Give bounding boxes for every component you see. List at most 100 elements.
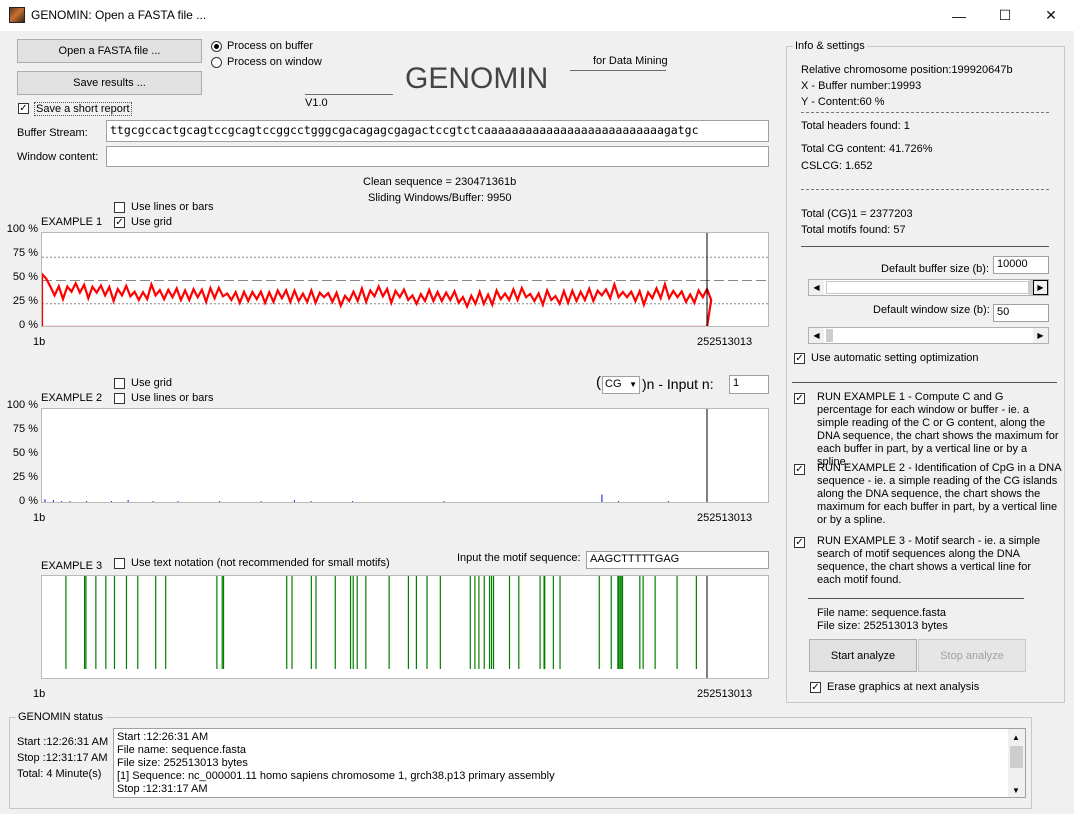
divider	[801, 189, 1049, 190]
ex1-x-end: 252513013	[697, 336, 753, 348]
window-content-field[interactable]	[106, 146, 769, 167]
total-headers-label: Total headers found: 1	[801, 120, 910, 132]
ex2-ytick: 75 %	[12, 423, 38, 435]
ex2-x-end: 252513013	[697, 512, 753, 524]
ex3-use-text-checkbox[interactable]	[114, 558, 125, 569]
buffer-stream-field[interactable]: ttgcgccactgcagtccgcagtccggcctgggcgacagag…	[106, 120, 769, 142]
ex2-use-lines-checkbox[interactable]	[114, 393, 125, 404]
window-size-slider[interactable]: ◀ ▶	[808, 327, 1049, 344]
slider-thumb[interactable]	[1029, 280, 1034, 295]
title-bar	[0, 0, 1074, 31]
logo-line-right	[570, 70, 666, 71]
minimize-button[interactable]: —	[952, 7, 966, 24]
ex2-x-start: 1b	[33, 512, 46, 524]
ex2-title: EXAMPLE 2	[41, 392, 103, 404]
ex3-x-end: 252513013	[697, 688, 753, 700]
example3-chart	[41, 575, 769, 679]
window-size-field[interactable]: 50	[993, 304, 1049, 322]
auto-optimization-checkbox[interactable]: ✓	[794, 352, 805, 364]
status-total: Total: 4 Minute(s)	[17, 768, 102, 780]
close-button[interactable]: ✕	[1045, 7, 1057, 23]
window-title: GENOMIN: Open a FASTA file ...	[31, 8, 207, 22]
ex1-x-start: 1b	[33, 336, 46, 348]
ex2-ytick: 50 %	[12, 447, 38, 459]
divider	[792, 382, 1057, 383]
scroll-right-icon[interactable]: ▶	[1033, 328, 1048, 343]
run-example2-checkbox[interactable]: ✓	[794, 463, 805, 475]
process-window-radio[interactable]	[211, 57, 222, 68]
log-line: File size: 252513013 bytes	[117, 757, 248, 769]
status-log[interactable]: Start :12:26:31 AM File name: sequence.f…	[113, 728, 1026, 798]
y-content-label: Y - Content:60 %	[801, 96, 885, 108]
total-cg-label: Total CG content: 41.726%	[801, 143, 933, 155]
ex1-ytick: 100 %	[6, 223, 38, 235]
log-line: Stop :12:31:17 AM	[117, 783, 208, 795]
auto-optimization-label: Use automatic setting optimization	[811, 352, 979, 364]
scroll-left-icon[interactable]: ◀	[809, 328, 824, 343]
log-scrollbar[interactable]: ▲ ▼	[1008, 729, 1025, 797]
example1-chart	[41, 232, 769, 327]
motif-suffix-label: )n - Input n:	[642, 376, 714, 392]
log-line: Start :12:26:31 AM	[117, 731, 209, 743]
status-start: Start :12:26:31 AM	[17, 736, 109, 748]
start-analyze-button[interactable]: Start analyze	[809, 639, 917, 672]
buffer-size-slider[interactable]: ◀ ▶	[808, 279, 1049, 296]
ex1-ytick: 75 %	[12, 247, 38, 259]
maximize-button[interactable]: ☐	[998, 7, 1012, 23]
ex3-use-text-label: Use text notation (not recommended for s…	[131, 557, 390, 569]
buffer-size-field[interactable]: 10000	[993, 256, 1049, 274]
log-line: File name: sequence.fasta	[117, 744, 247, 756]
slider-thumb[interactable]	[826, 329, 833, 342]
scroll-up-icon[interactable]: ▲	[1012, 733, 1020, 742]
motif-select[interactable]: CG ▼	[602, 376, 640, 394]
ex1-title: EXAMPLE 1	[41, 216, 103, 228]
app-icon	[9, 7, 25, 23]
save-results-button[interactable]: Save results ...	[17, 71, 202, 95]
ex2-ytick: 0 %	[19, 495, 38, 507]
open-fasta-button[interactable]: Open a FASTA file ...	[17, 39, 202, 63]
ex2-use-lines-label: Use lines or bars	[131, 392, 214, 404]
run-example3-checkbox[interactable]: ✓	[794, 536, 805, 548]
run-example1-checkbox[interactable]: ✓	[794, 392, 805, 404]
run-example2-label: RUN EXAMPLE 2 - Identification of CpG in…	[817, 462, 1061, 526]
scroll-down-icon[interactable]: ▼	[1012, 786, 1020, 795]
info-settings-group	[786, 46, 1065, 703]
divider	[808, 598, 1024, 599]
process-buffer-radio[interactable]	[211, 41, 222, 52]
input-n-field[interactable]: 1	[729, 375, 769, 394]
ex1-use-lines-checkbox[interactable]	[114, 202, 125, 213]
clean-sequence-label: Clean sequence = 230471361b	[363, 176, 517, 188]
ex2-use-grid-label: Use grid	[131, 377, 172, 389]
buffer-number-label: X - Buffer number:19993	[801, 80, 922, 92]
status-group	[9, 717, 1032, 809]
ex1-series-line	[42, 272, 713, 326]
stop-analyze-button[interactable]: Stop analyze	[918, 639, 1026, 672]
slider-track[interactable]	[826, 281, 1029, 294]
example2-chart	[41, 408, 769, 503]
logo-tagline: for Data Mining	[593, 55, 668, 67]
erase-graphics-label: Erase graphics at next analysis	[827, 681, 980, 693]
relative-position-label: Relative chromosome position:199920647b	[801, 64, 1013, 76]
run-example3-label: RUN EXAMPLE 3 - Motif search - ie. a sim…	[817, 535, 1041, 586]
ex2-use-grid-checkbox[interactable]	[114, 378, 125, 389]
short-report-checkbox[interactable]: ✓	[18, 102, 29, 114]
total-motifs-label: Total motifs found: 57	[801, 224, 906, 236]
scroll-thumb[interactable]	[1010, 746, 1023, 768]
ex1-use-grid-label: Use grid	[131, 216, 172, 228]
ex3-title: EXAMPLE 3	[41, 560, 103, 572]
ex1-use-grid-checkbox[interactable]: ✓	[114, 216, 125, 228]
ex1-ytick: 25 %	[12, 295, 38, 307]
erase-graphics-checkbox[interactable]: ✓	[810, 681, 821, 693]
scroll-right-icon[interactable]: ▶	[1033, 280, 1048, 295]
ex1-ytick: 50 %	[12, 271, 38, 283]
version-label: V1.0	[305, 97, 328, 109]
scroll-left-icon[interactable]: ◀	[809, 280, 824, 295]
short-report-label: Save a short report	[34, 102, 132, 116]
file-size-label: File size: 252513013 bytes	[817, 620, 948, 632]
motif-sequence-field[interactable]: AAGCTTTTTGAG	[586, 551, 769, 569]
motif-paren-open: (	[596, 374, 601, 391]
ex1-use-lines-label: Use lines or bars	[131, 201, 214, 213]
chevron-down-icon: ▼	[629, 380, 637, 389]
cslcg-label: CSLCG: 1.652	[801, 160, 873, 172]
ex2-ytick: 25 %	[12, 471, 38, 483]
